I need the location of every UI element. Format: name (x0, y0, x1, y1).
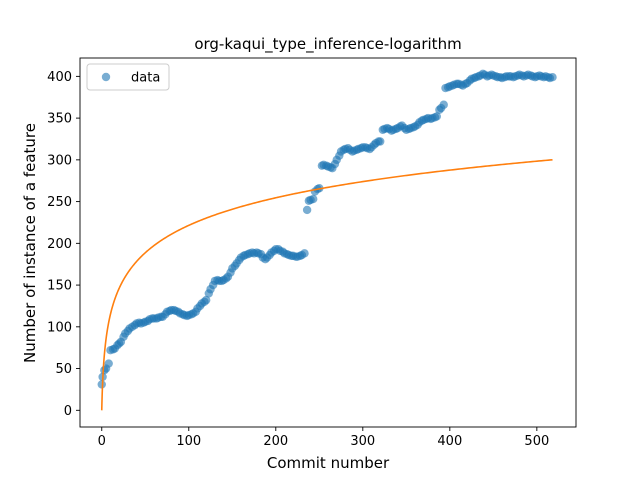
data-point (439, 100, 448, 109)
legend-box (86, 63, 170, 91)
x-tick-label: 300 (350, 434, 375, 449)
fit-line (100, 158, 553, 411)
y-tick-label: 150 (47, 279, 72, 294)
data-point (300, 249, 309, 258)
axes: 0 100 200 300 400 500 0 50 100 150 200 250 300 350 400 (47, 57, 577, 449)
data-point (201, 295, 211, 305)
y-tick-label: 400 (47, 70, 72, 85)
x-tick-label: 500 (524, 434, 549, 449)
x-tick-label: 100 (176, 434, 201, 449)
x-tick-label: 0 (98, 434, 106, 449)
data-point (548, 73, 557, 82)
y-axis-label: Number of instance of a feature (21, 123, 39, 363)
plot-area (97, 69, 557, 411)
y-tick-label: 250 (47, 195, 72, 210)
legend: data (86, 63, 170, 91)
data-point (104, 359, 113, 368)
y-tick-label: 200 (47, 237, 72, 252)
legend-marker (101, 72, 111, 82)
data-point (309, 194, 318, 204)
legend-label: data (131, 71, 160, 86)
y-tick-label: 350 (47, 112, 72, 127)
data-point (302, 205, 312, 215)
data-point (376, 137, 385, 146)
y-tick-label: 300 (47, 153, 72, 168)
y-tick-label: 0 (64, 404, 72, 419)
y-tick-label: 100 (47, 320, 72, 335)
x-tick-label: 200 (263, 434, 288, 449)
data-point (432, 112, 441, 121)
x-tick-label: 400 (437, 434, 462, 449)
plot-frame (79, 57, 577, 428)
y-tick-label: 50 (55, 362, 72, 377)
x-axis-label: Commit number (267, 454, 390, 472)
chart-title: org-kaqui_type_inference-logarithm (194, 35, 461, 54)
